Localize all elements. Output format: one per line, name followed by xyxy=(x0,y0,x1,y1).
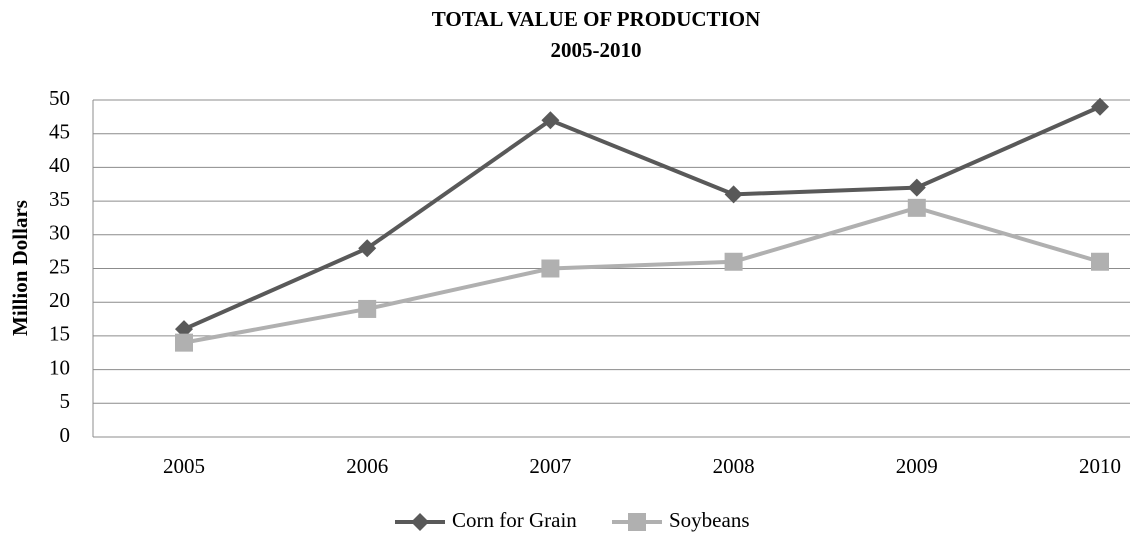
y-tick-label: 0 xyxy=(60,423,71,447)
marker xyxy=(724,185,743,204)
marker xyxy=(1091,252,1109,271)
series-line xyxy=(183,205,1101,345)
marker xyxy=(907,198,926,217)
marker xyxy=(358,299,377,318)
x-tick-label: 2007 xyxy=(529,454,571,478)
legend-label: Corn for Grain xyxy=(452,508,577,532)
marker xyxy=(724,252,743,271)
y-axis-title: Million Dollars xyxy=(8,200,32,336)
legend-marker xyxy=(411,513,429,531)
y-tick-label: 45 xyxy=(49,120,70,144)
y-tick-label: 50 xyxy=(49,86,70,110)
marker xyxy=(541,111,560,130)
marker xyxy=(358,239,377,258)
x-tick-label: 2008 xyxy=(713,454,755,478)
chart-subtitle: 2005-2010 xyxy=(551,38,642,62)
y-tick-label: 35 xyxy=(49,187,70,211)
y-tick-label: 15 xyxy=(49,322,70,346)
marker xyxy=(1091,97,1109,116)
legend-marker xyxy=(628,513,646,531)
y-tick-label: 25 xyxy=(49,254,70,278)
marker xyxy=(175,333,193,352)
x-tick-label: 2010 xyxy=(1079,454,1121,478)
y-tick-label: 40 xyxy=(49,153,70,177)
y-tick-label: 20 xyxy=(49,288,70,312)
chart-title: TOTAL VALUE OF PRODUCTION xyxy=(432,7,760,31)
x-tick-label: 2006 xyxy=(346,454,388,478)
x-tick-label: 2005 xyxy=(163,454,205,478)
y-tick-label: 10 xyxy=(49,355,70,379)
y-tick-label: 5 xyxy=(60,389,71,413)
marker xyxy=(541,259,560,278)
legend-label: Soybeans xyxy=(669,508,750,532)
y-tick-label: 30 xyxy=(49,221,70,245)
marker xyxy=(907,178,926,197)
series-line xyxy=(183,104,1101,331)
x-tick-label: 2009 xyxy=(896,454,938,478)
